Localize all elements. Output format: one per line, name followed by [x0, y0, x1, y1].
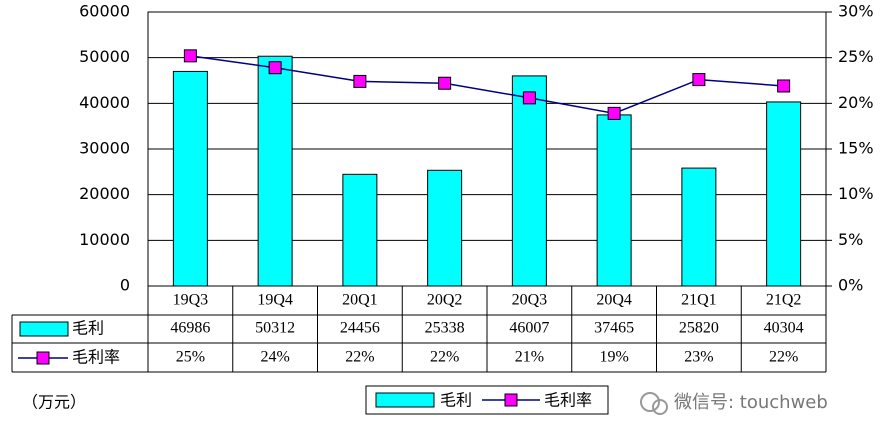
y2-tick-label: 15%	[838, 139, 874, 158]
x-tick-label: 19Q3	[173, 292, 209, 309]
marker	[183, 49, 197, 63]
marker	[268, 61, 282, 75]
line	[190, 55, 784, 115]
legend-label: 毛利率	[544, 391, 592, 410]
legend-label: 毛利率	[72, 348, 120, 367]
table-value: 46007	[509, 320, 549, 337]
marker	[522, 91, 536, 105]
y-tick-label: 60000	[79, 2, 130, 21]
watermark-icon	[652, 399, 668, 415]
x-tick-label: 20Q1	[342, 292, 378, 309]
bar	[342, 173, 378, 287]
table-value: 25%	[176, 349, 205, 366]
marker	[607, 106, 621, 120]
table-value: 24%	[260, 349, 289, 366]
y2-tick-label: 0%	[838, 276, 863, 295]
legend-label: 毛利	[440, 391, 472, 410]
x-tick-label: 20Q4	[596, 292, 632, 309]
legend-key	[504, 393, 518, 407]
legend-label: 毛利	[72, 319, 104, 338]
bar	[681, 167, 717, 287]
bar	[257, 55, 293, 287]
y-tick-label: 50000	[79, 47, 130, 66]
y-tick-label: 10000	[79, 230, 130, 249]
watermark: 微信号: touchweb	[640, 392, 828, 415]
bar	[766, 101, 802, 287]
table-value: 46986	[170, 320, 210, 337]
table-value: 22%	[769, 349, 798, 366]
table-value: 40304	[764, 320, 804, 337]
y2-tick-label: 30%	[838, 2, 874, 21]
marker	[777, 79, 791, 93]
legend-key	[19, 321, 69, 337]
y-tick-label: 30000	[79, 139, 130, 158]
y2-tick-label: 25%	[838, 47, 874, 66]
table-value: 19%	[599, 349, 628, 366]
table-value: 25338	[425, 320, 465, 337]
y2-tick-label: 10%	[838, 184, 874, 203]
x-tick-label: 21Q1	[681, 292, 717, 309]
table-value: 23%	[684, 349, 713, 366]
bar	[596, 114, 632, 287]
marker	[692, 73, 706, 87]
table-value: 37465	[594, 320, 634, 337]
x-tick-label: 20Q2	[427, 292, 463, 309]
marker	[438, 76, 452, 90]
unit-label: （万元）	[22, 394, 86, 412]
y2-tick-label: 5%	[838, 230, 863, 249]
y-tick-label: 40000	[79, 93, 130, 112]
table-value: 21%	[515, 349, 544, 366]
legend-key	[375, 392, 435, 408]
watermark-text: 微信号: touchweb	[674, 392, 828, 413]
x-tick-label: 21Q2	[766, 292, 802, 309]
watermark-icon	[640, 392, 660, 412]
bar	[511, 75, 547, 287]
legend-key	[36, 351, 50, 365]
y-tick-label: 20000	[79, 184, 130, 203]
bar	[427, 169, 463, 287]
marker	[353, 74, 367, 88]
x-tick-label: 20Q3	[512, 292, 548, 309]
y2-tick-label: 20%	[838, 93, 874, 112]
table-value: 22%	[345, 349, 374, 366]
x-tick-label: 19Q4	[257, 292, 293, 309]
y-tick-label: 0	[120, 276, 130, 295]
table-value: 24456	[340, 320, 380, 337]
bar	[172, 70, 208, 287]
table-value: 50312	[255, 320, 295, 337]
table-value: 22%	[430, 349, 459, 366]
table-value: 25820	[679, 320, 719, 337]
